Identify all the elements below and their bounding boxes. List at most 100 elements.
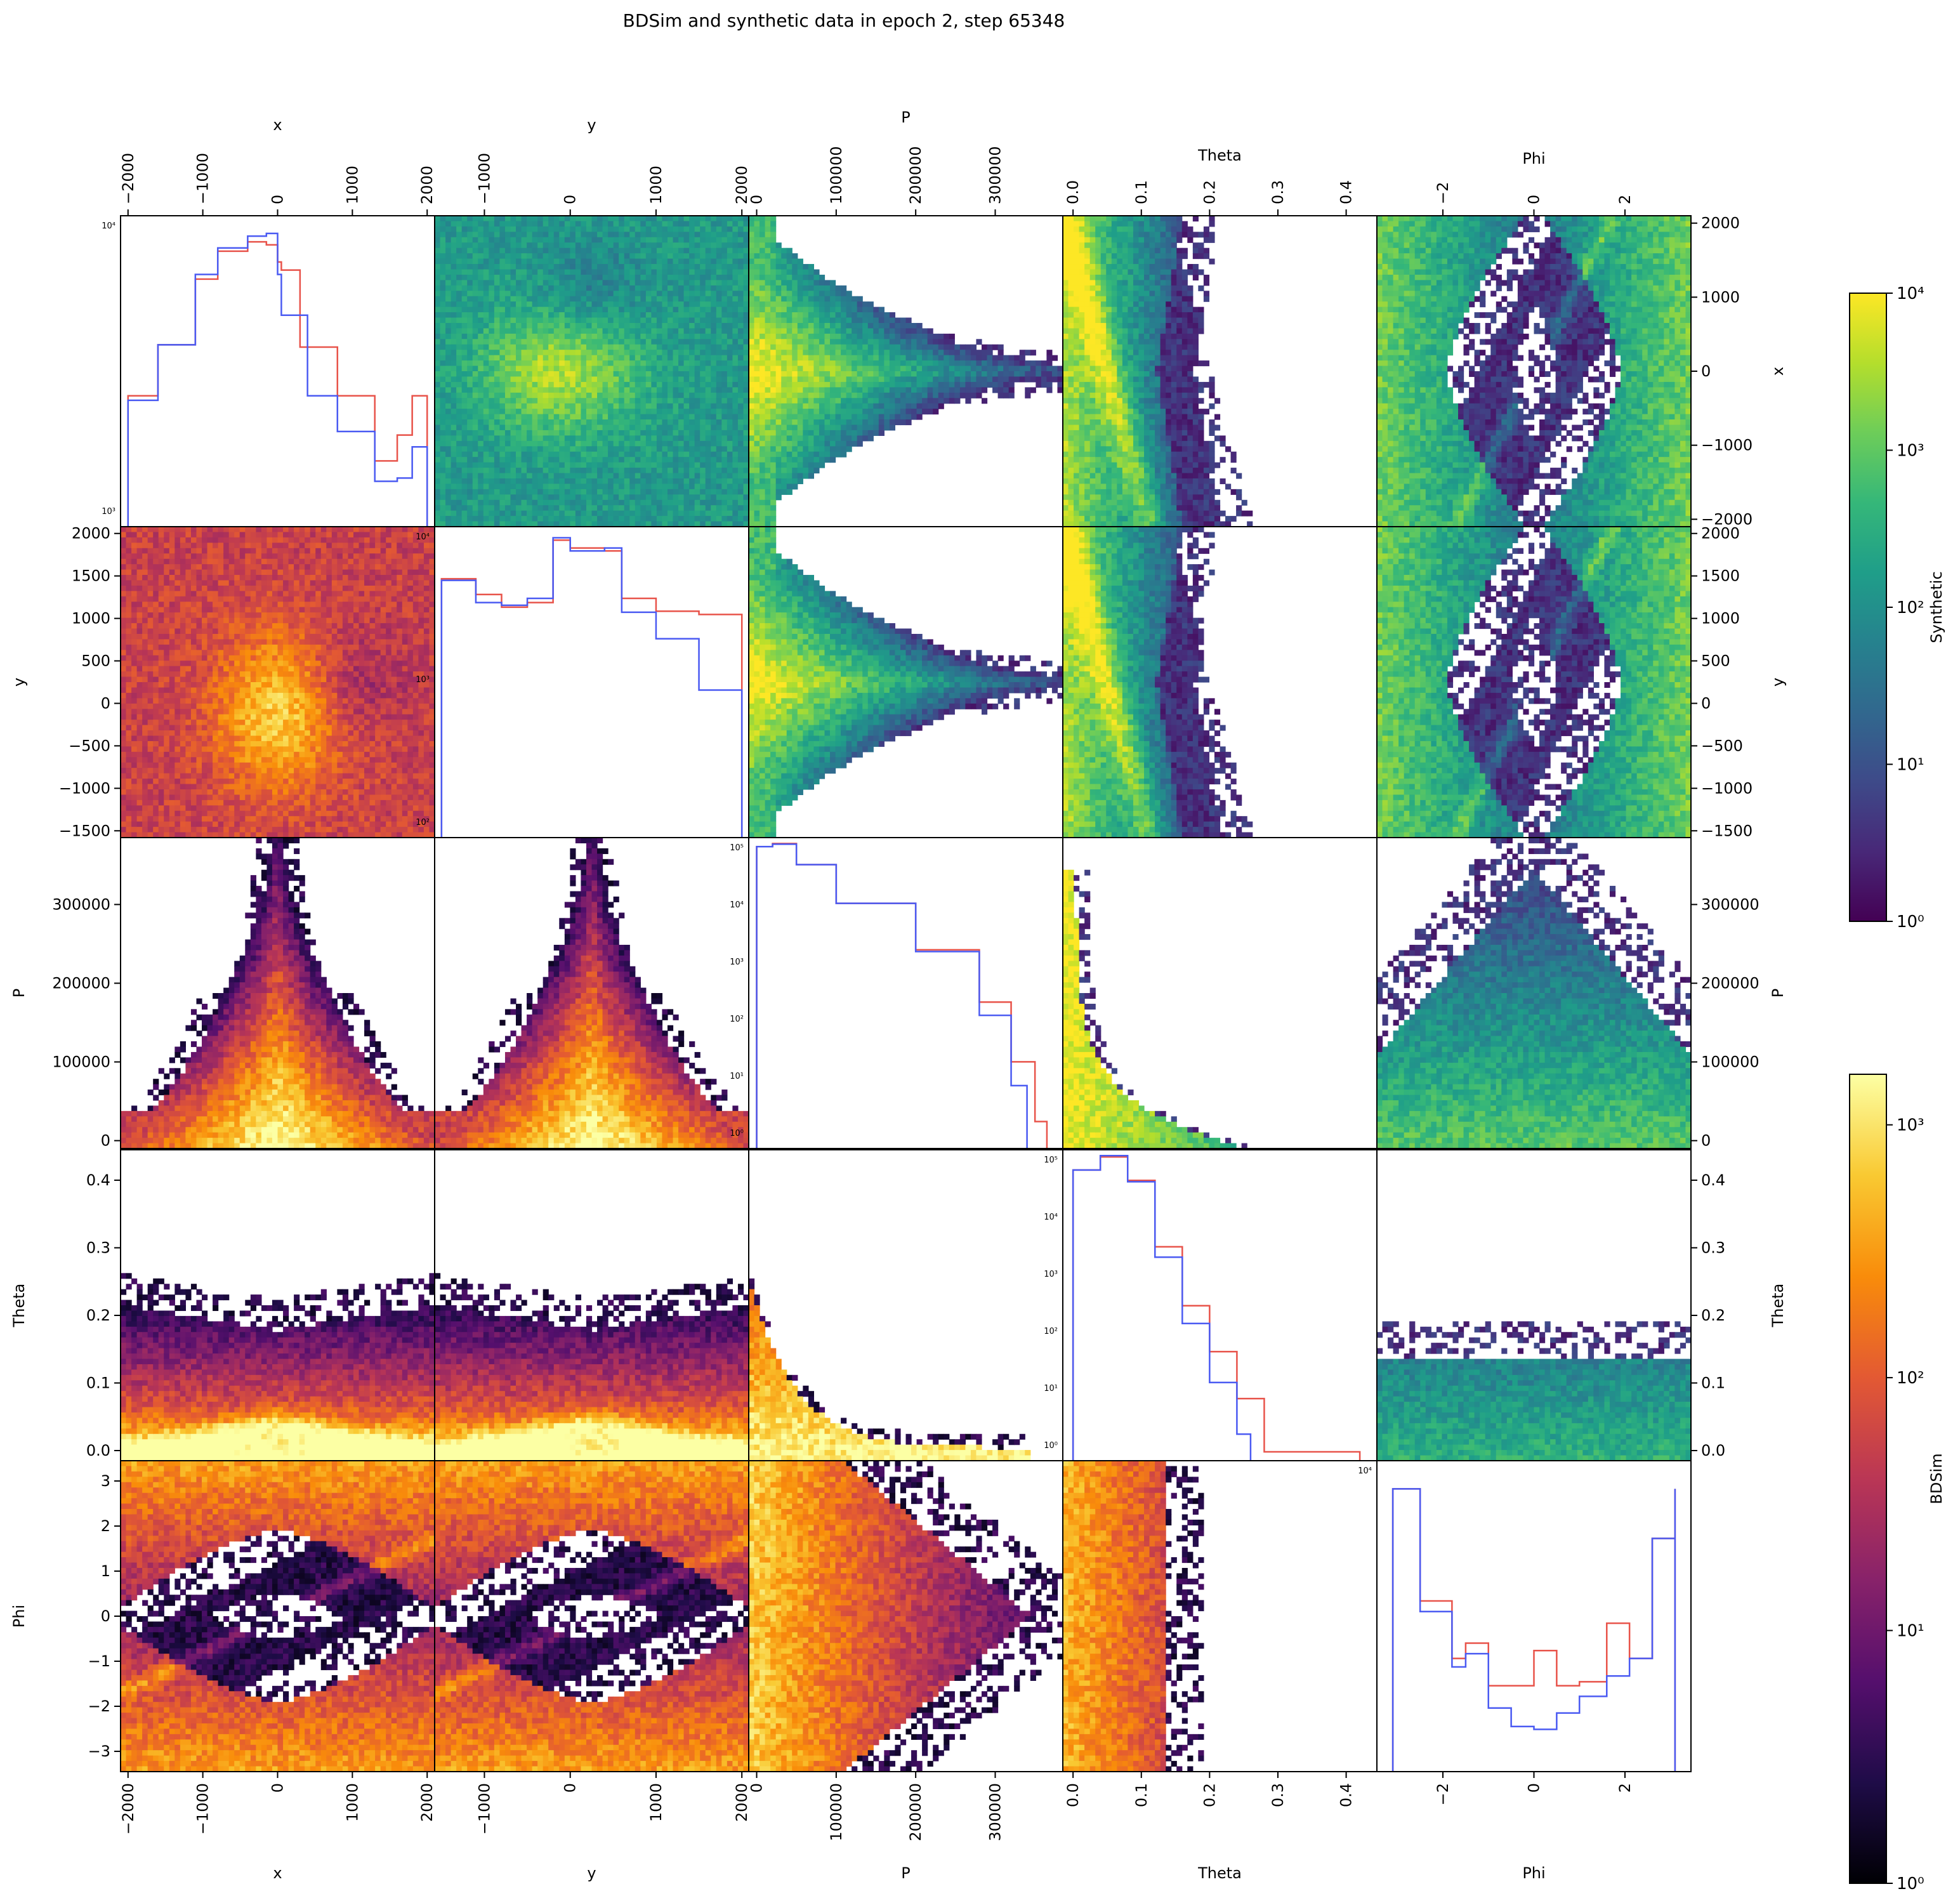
heat-cell: [581, 269, 587, 275]
heat-cell: [451, 376, 457, 383]
heat-cell: [635, 478, 641, 485]
heat-cell: [619, 216, 625, 222]
heat-cell: [922, 339, 928, 345]
heat-cell: [765, 242, 771, 249]
heat-cell: [743, 221, 749, 227]
heat-cell: [873, 376, 879, 383]
heat-cell: [835, 365, 841, 372]
heat-cell: [478, 403, 484, 409]
heat-cell: [597, 216, 603, 222]
heat-cell: [575, 247, 582, 254]
heat-cell: [527, 247, 533, 254]
heat-cell: [564, 376, 570, 383]
heat-cell: [624, 285, 630, 291]
heat-cell: [597, 232, 603, 238]
heat-cell: [645, 489, 652, 495]
heat-cell: [711, 478, 717, 485]
heat-cell: [516, 247, 522, 254]
heat-cell: [472, 409, 478, 415]
heat-cell: [749, 339, 755, 345]
heat-cell: [846, 403, 852, 409]
heat-cell: [624, 462, 630, 468]
heat-cell: [559, 446, 565, 452]
heat-cell: [499, 339, 506, 345]
heat-cell: [716, 216, 722, 222]
heat-cell: [543, 280, 549, 286]
heat-cell: [504, 333, 511, 339]
heat-cell: [700, 457, 706, 463]
heat-cell: [575, 291, 582, 297]
heat-cell: [656, 392, 663, 398]
heat-cell: [711, 237, 717, 243]
heat-cell: [705, 425, 711, 431]
heat-cell: [510, 371, 516, 378]
heat-cell: [1063, 285, 1069, 291]
heat-cell: [559, 409, 565, 415]
heat-cell: [949, 392, 955, 398]
heat-cell: [451, 226, 457, 232]
heat-cell: [467, 419, 473, 426]
heat-cell: [830, 376, 836, 383]
heat-cell: [819, 387, 825, 393]
heat-cell: [830, 387, 836, 393]
heat-cell: [532, 516, 538, 522]
heat-cell: [927, 398, 933, 404]
heat-cell: [483, 440, 489, 447]
heat-cell: [586, 494, 593, 501]
heat-cell: [911, 371, 918, 378]
heat-cell: [537, 521, 544, 527]
heat-cell: [732, 221, 739, 227]
heat-cell: [651, 499, 657, 506]
heat-cell: [667, 339, 674, 345]
heat-cell: [629, 216, 636, 222]
heat-cell: [965, 344, 971, 350]
heat-cell: [570, 516, 576, 522]
heat-cell: [841, 451, 847, 458]
heat-cell: [862, 430, 869, 436]
heat-cell: [510, 403, 516, 409]
heat-cell: [445, 409, 452, 415]
heat-cell: [581, 489, 587, 495]
heat-cell: [992, 376, 999, 383]
heat-cell: [564, 419, 570, 426]
heat-cell: [895, 371, 901, 378]
heat-cell: [440, 328, 446, 334]
heat-cell: [461, 371, 468, 378]
heat-cell: [1079, 226, 1085, 232]
heat-cell: [732, 516, 739, 522]
heat-cell: [527, 371, 533, 378]
heat-cell: [586, 473, 593, 479]
heat-cell: [737, 274, 744, 280]
heat-cell: [575, 301, 582, 308]
heat-cell: [656, 435, 663, 442]
heat-cell: [516, 355, 522, 361]
heat-cell: [629, 291, 636, 297]
heat-cell: [819, 376, 825, 383]
heat-cell: [965, 355, 971, 361]
heat-cell: [1063, 430, 1069, 436]
heat-cell: [591, 253, 598, 260]
heat-cell: [553, 468, 560, 474]
heat-cell: [694, 371, 700, 378]
heat-cell: [667, 430, 674, 436]
heat-cell: [711, 339, 717, 345]
heat-cell: [933, 409, 939, 415]
heat-cell: [1074, 392, 1080, 398]
heat-cell: [608, 328, 614, 334]
heat-cell: [516, 516, 522, 522]
heat-cell: [461, 344, 468, 350]
heat-cell: [867, 435, 874, 442]
heat-cell: [651, 306, 657, 313]
heat-cell: [451, 360, 457, 367]
heat-cell: [559, 344, 565, 350]
heat-cell: [905, 398, 912, 404]
heat-cell: [1051, 371, 1058, 378]
heat-cell: [640, 355, 647, 361]
heat-cell: [467, 430, 473, 436]
heat-cell: [824, 451, 831, 458]
heat-cell: [440, 291, 446, 297]
heat-cell: [1079, 350, 1085, 356]
heat-cell: [635, 371, 641, 378]
heat-cell: [537, 468, 544, 474]
heat-cell: [775, 264, 782, 270]
